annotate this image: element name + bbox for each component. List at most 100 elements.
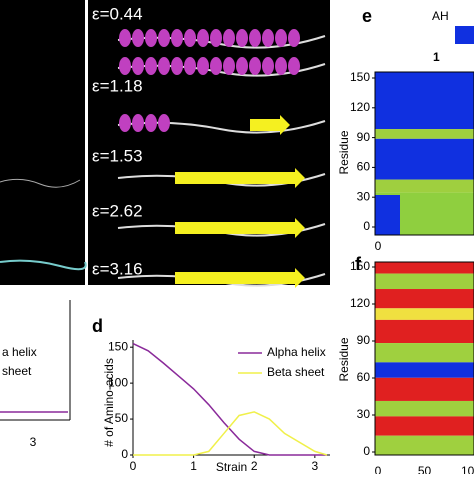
heatmap-band xyxy=(375,72,474,130)
y-axis-label: Residue xyxy=(337,130,351,174)
legend-text: a helix xyxy=(2,345,37,359)
helix xyxy=(158,29,170,47)
strain-label: ε=1.18 xyxy=(92,76,143,95)
heatmap-band xyxy=(375,289,474,309)
helix xyxy=(184,57,196,75)
heatmap-band xyxy=(375,377,474,401)
x-tick-label: 100 xyxy=(461,464,474,474)
legend-text: sheet xyxy=(2,364,32,378)
x-tick-label: 3 xyxy=(30,435,37,449)
panel-b-image xyxy=(88,0,330,285)
x-tick-label: 3 xyxy=(312,459,319,473)
helix xyxy=(145,57,157,75)
sheet xyxy=(175,268,305,288)
y-tick-label: 0 xyxy=(363,444,370,458)
y-tick-label: 120 xyxy=(350,296,370,310)
helix xyxy=(158,114,170,132)
helix xyxy=(197,57,209,75)
heatmap-band xyxy=(375,273,474,290)
strain-label: ε=1.53 xyxy=(92,146,143,165)
y-tick-label: 150 xyxy=(350,259,370,273)
panel-label: d xyxy=(92,316,103,336)
helix xyxy=(275,29,287,47)
heatmap-band xyxy=(375,138,474,180)
heatmap-band xyxy=(375,362,474,378)
y-tick-label: 60 xyxy=(357,370,371,384)
helix xyxy=(236,57,248,75)
helix xyxy=(158,57,170,75)
legend-text: Beta sheet xyxy=(267,365,325,379)
legend-text: Alpha helix xyxy=(267,345,326,359)
helix xyxy=(210,29,222,47)
y-tick-label: 30 xyxy=(357,189,371,203)
heatmap-band xyxy=(375,179,474,193)
heatmap-band xyxy=(375,129,474,139)
helix xyxy=(223,29,235,47)
helix xyxy=(132,57,144,75)
y-tick-label: 150 xyxy=(108,339,128,353)
series-line xyxy=(133,411,328,456)
heatmap-band xyxy=(375,308,474,320)
helix xyxy=(288,57,300,75)
helix xyxy=(132,29,144,47)
helix xyxy=(171,29,183,47)
heatmap-band xyxy=(375,343,474,363)
y-tick-label: 60 xyxy=(357,160,371,174)
helix xyxy=(132,114,144,132)
y-tick-label: 150 xyxy=(350,70,370,84)
helix xyxy=(171,57,183,75)
y-axis-label: # of Amino-acids xyxy=(102,358,116,447)
heatmap-band xyxy=(375,400,474,417)
x-tick-label: 1 xyxy=(190,459,197,473)
y-tick-label: 50 xyxy=(115,411,129,425)
strain-label: ε=3.16 xyxy=(92,259,143,278)
y-tick-label: 90 xyxy=(357,130,371,144)
heatmap-band xyxy=(374,261,474,456)
helix xyxy=(184,29,196,47)
sheet xyxy=(250,115,290,135)
x-tick-label: 0 xyxy=(130,459,137,473)
helix xyxy=(275,57,287,75)
helix xyxy=(223,57,235,75)
y-tick-label: 90 xyxy=(357,333,371,347)
heatmap-band xyxy=(375,435,474,455)
series-line xyxy=(132,342,327,456)
helix xyxy=(288,29,300,47)
y-tick-label: 30 xyxy=(357,407,371,421)
y-tick-label: 120 xyxy=(350,100,370,114)
sheet xyxy=(175,168,305,188)
helix xyxy=(119,57,131,75)
strain-label: ε=0.44 xyxy=(92,4,143,23)
helix xyxy=(262,57,274,75)
x-tick-label: 2 xyxy=(251,459,258,473)
x-tick-label: 50 xyxy=(418,464,432,474)
helix xyxy=(197,29,209,47)
strain-label: ε=2.62 xyxy=(92,201,143,220)
molecule xyxy=(0,259,87,271)
y-tick-label: 100 xyxy=(108,375,128,389)
heatmap-band xyxy=(375,262,474,274)
x-axis-label: Strain xyxy=(216,460,247,474)
helix xyxy=(249,29,261,47)
x-tick-label: 0 xyxy=(375,464,382,474)
molecule xyxy=(0,178,81,188)
helix xyxy=(119,29,131,47)
y-tick-label: 0 xyxy=(363,219,370,233)
heatmap-band xyxy=(375,416,474,436)
helix xyxy=(145,114,157,132)
panel-a-image xyxy=(0,0,85,285)
y-axis-label: Residue xyxy=(337,337,351,381)
helix xyxy=(249,57,261,75)
colorbar-label: AH xyxy=(432,9,449,23)
panel-label: f xyxy=(355,254,362,274)
panel-label: e xyxy=(362,6,372,26)
heatmap-band xyxy=(374,71,474,236)
x-tick-label: 0 xyxy=(375,239,382,253)
colorbar xyxy=(455,26,474,44)
helix xyxy=(145,29,157,47)
helix xyxy=(119,114,131,132)
helix xyxy=(210,57,222,75)
heatmap-band xyxy=(375,319,474,344)
sheet xyxy=(175,218,305,238)
